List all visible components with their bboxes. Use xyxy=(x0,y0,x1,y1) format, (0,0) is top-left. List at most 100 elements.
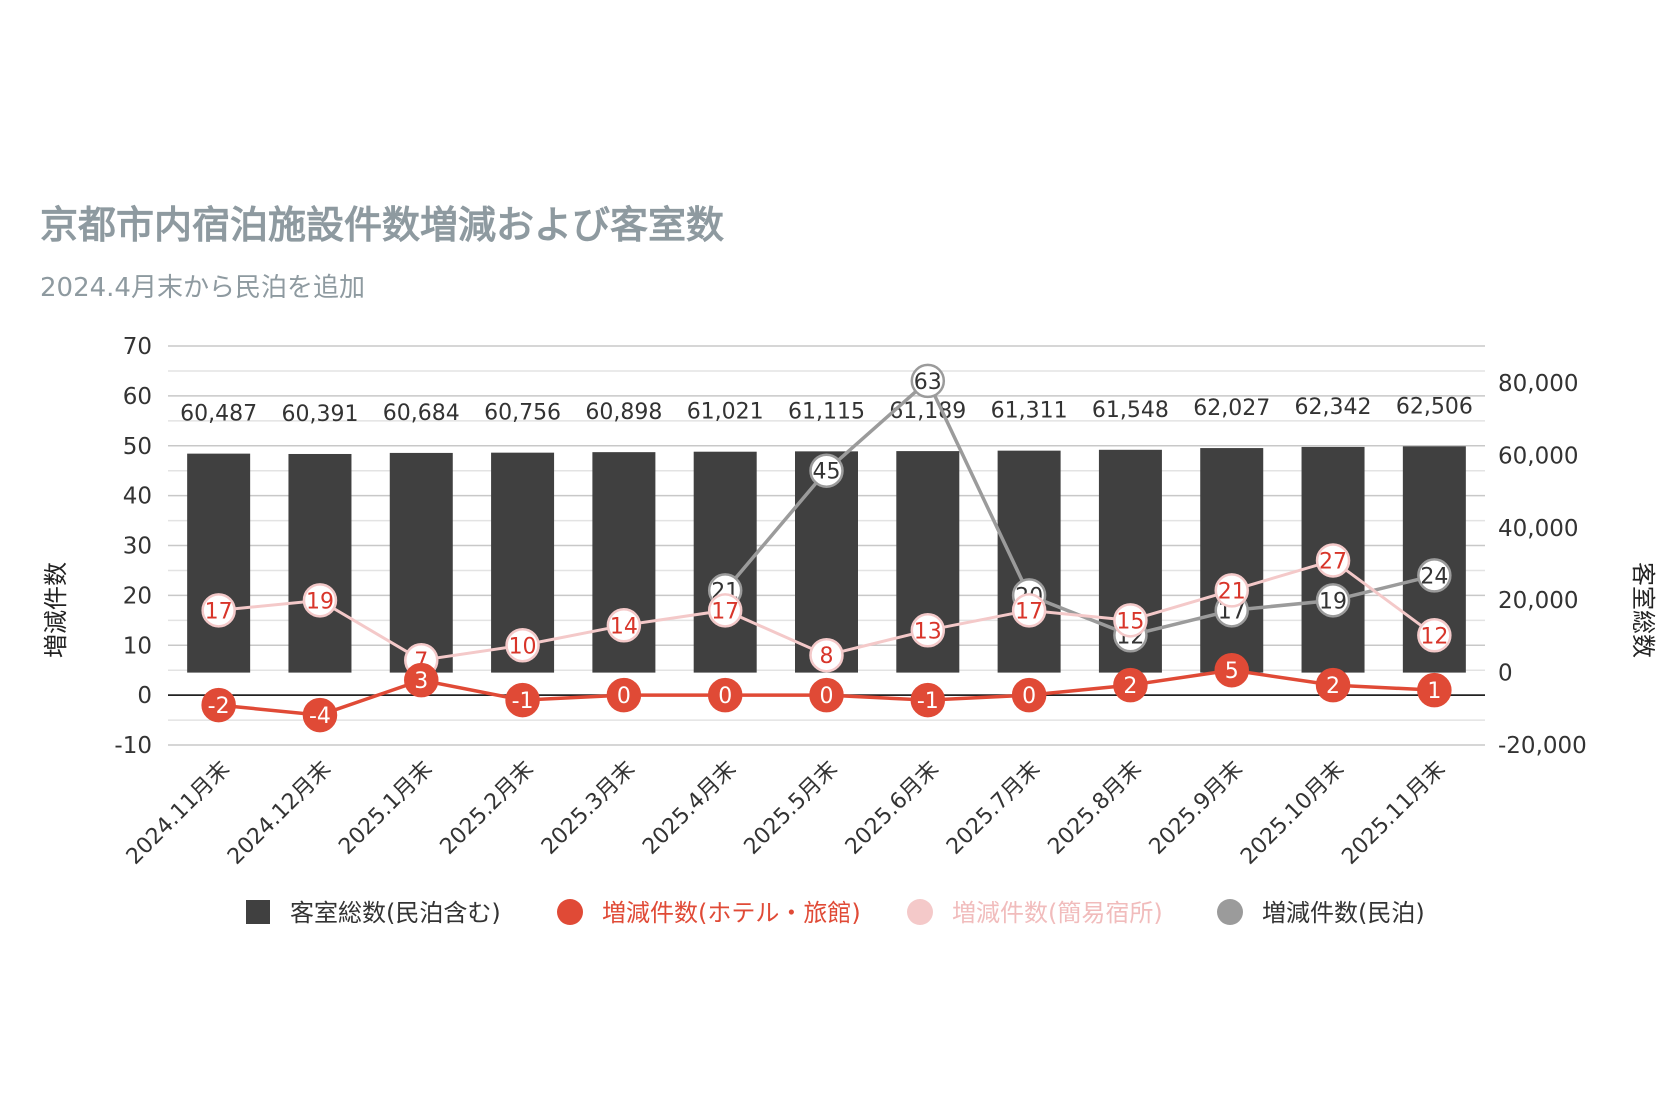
data-point xyxy=(302,583,338,618)
data-point xyxy=(809,677,844,713)
data-point xyxy=(1417,558,1452,593)
data-point-label: 19 xyxy=(1319,589,1347,614)
bar-value-label: 60,756 xyxy=(484,401,561,426)
data-point-label: 17 xyxy=(711,599,739,624)
chart-title: 京都市内宿泊施設件数増減および客室数 xyxy=(40,203,724,247)
y-left-tick-label: 10 xyxy=(123,633,152,659)
y-right-title: 客室総数 xyxy=(1629,562,1657,658)
y-left-tick-label: 60 xyxy=(123,384,152,410)
data-point xyxy=(910,613,946,648)
y-left-tick-label: 70 xyxy=(123,334,152,360)
data-point-label: 5 xyxy=(1225,659,1239,684)
data-point xyxy=(910,363,946,399)
bar xyxy=(288,453,352,673)
legend-label: 増減件数(民泊) xyxy=(1262,899,1425,927)
data-point-label: 17 xyxy=(205,599,233,624)
x-tick-label: 2024.12月末 xyxy=(223,757,336,870)
data-point-label: 2 xyxy=(1326,674,1340,699)
x-tick-label: 2025.8月末 xyxy=(1043,757,1146,860)
data-point-label: 13 xyxy=(914,619,942,644)
x-axis: 2024.11月末2024.12月末2025.1月末2025.2月末2025.3… xyxy=(122,757,1451,870)
y-left-tick-label: 0 xyxy=(137,683,152,709)
data-point xyxy=(809,637,844,673)
x-tick-label: 2025.3月末 xyxy=(537,757,640,860)
data-point xyxy=(910,682,946,718)
bar-value-label: 61,311 xyxy=(991,399,1068,424)
legend-swatch xyxy=(557,899,583,925)
x-tick-label: 2025.7月末 xyxy=(942,757,1045,860)
data-point xyxy=(809,453,844,488)
data-point-label: 10 xyxy=(509,634,537,659)
y-left-tick-label: 20 xyxy=(123,583,152,609)
y-left-tick-label: 50 xyxy=(123,434,152,460)
data-point-label: 0 xyxy=(1022,684,1036,709)
y-right-tick-label: 20,000 xyxy=(1498,588,1578,614)
data-point-label: 0 xyxy=(820,684,834,709)
x-tick-label: 2025.6月末 xyxy=(841,757,944,860)
bar-value-label: 62,027 xyxy=(1193,396,1270,421)
data-point xyxy=(1113,667,1148,703)
data-point-label: 21 xyxy=(1218,579,1246,604)
x-tick-label: 2024.11月末 xyxy=(122,757,235,870)
data-point-label: 45 xyxy=(813,460,841,485)
y-right-tick-label: 40,000 xyxy=(1498,516,1578,542)
legend-swatch xyxy=(1217,899,1243,925)
y-right-tick-label: -20,000 xyxy=(1498,733,1587,759)
x-tick-label: 2025.1月末 xyxy=(334,757,437,860)
data-point-label: 8 xyxy=(820,644,834,669)
bar-value-label: 62,506 xyxy=(1396,394,1473,419)
data-point-label: 19 xyxy=(306,589,334,614)
legend: 客室総数(民泊含む) 増減件数(ホテル・旅館) 増減件数(簡易宿所) 増減件数(民泊) xyxy=(246,899,1425,927)
legend-swatch xyxy=(907,899,933,925)
data-point-label: 17 xyxy=(1015,599,1043,624)
bar xyxy=(1200,448,1264,673)
data-point-label: -1 xyxy=(512,689,534,714)
x-tick-label: 2025.11月末 xyxy=(1337,757,1450,870)
bar xyxy=(187,453,251,673)
y-right-tick-label: 0 xyxy=(1498,661,1513,687)
data-point xyxy=(1315,583,1351,618)
data-point xyxy=(505,682,540,718)
bar-value-label: 60,391 xyxy=(281,402,358,427)
chart-subtitle: 2024.4月末から民泊を追加 xyxy=(40,273,365,303)
data-point-label: 12 xyxy=(1420,624,1448,649)
data-point xyxy=(707,677,743,713)
data-point-label: 27 xyxy=(1319,549,1347,574)
x-tick-label: 2025.2月末 xyxy=(436,757,539,860)
data-point xyxy=(1011,677,1047,713)
data-point xyxy=(201,593,236,628)
legend-label: 増減件数(ホテル・旅館) xyxy=(602,899,861,927)
bar-value-label: 60,684 xyxy=(383,401,460,426)
y-right-tick-label: 80,000 xyxy=(1498,371,1578,397)
data-point xyxy=(1214,652,1249,688)
data-point-label: 2 xyxy=(1123,674,1137,699)
data-point xyxy=(1315,667,1351,703)
y-left-tick-label: -10 xyxy=(114,733,152,759)
bar-value-labels: 60,487 60,391 60,684 60,756 60,898 61,021 61,1… xyxy=(180,394,1473,427)
bar xyxy=(997,450,1061,673)
legend-swatch xyxy=(246,900,270,924)
legend-label: 客室総数(民泊含む) xyxy=(290,899,501,927)
data-point-label: 24 xyxy=(1420,564,1448,589)
bar-value-label: 61,548 xyxy=(1092,398,1169,423)
bar xyxy=(693,451,757,673)
data-point-label: 63 xyxy=(914,370,942,395)
data-point-label: 1 xyxy=(1427,679,1441,704)
bar-value-label: 62,342 xyxy=(1295,395,1372,420)
x-tick-label: 2025.5月末 xyxy=(740,757,843,860)
data-point xyxy=(1011,593,1047,628)
data-point xyxy=(1315,543,1351,578)
line-points: 2145632012171924171971014178131715212712… xyxy=(201,363,1452,733)
y-left-tick-label: 30 xyxy=(123,534,152,560)
bar xyxy=(389,452,453,673)
data-point-label: 0 xyxy=(617,684,631,709)
bar-value-label: 61,115 xyxy=(788,399,865,424)
data-point xyxy=(606,677,642,713)
data-point-label: 0 xyxy=(718,684,732,709)
y-left-tick-label: 40 xyxy=(123,484,152,510)
data-point-label: 14 xyxy=(610,614,638,639)
data-point xyxy=(1417,618,1452,653)
data-point xyxy=(1214,573,1249,608)
data-point xyxy=(201,687,236,723)
